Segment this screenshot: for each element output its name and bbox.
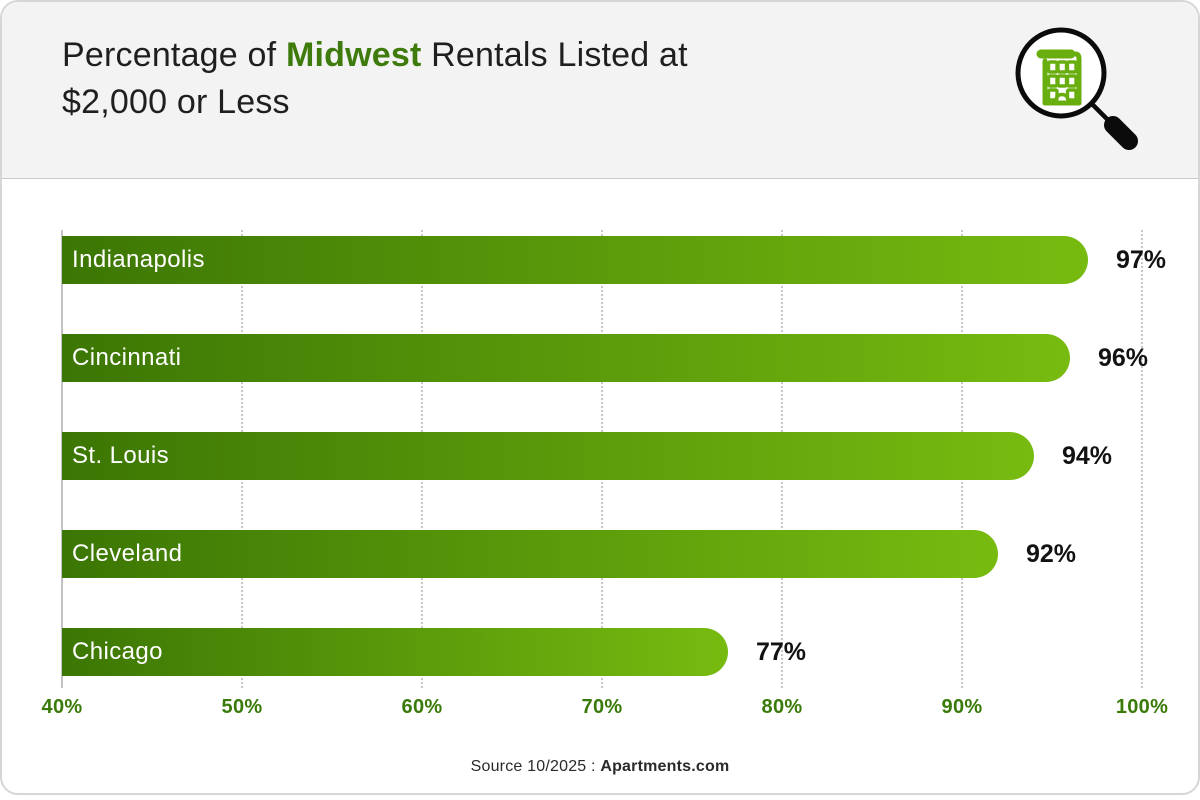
bar-row: St. Louis 94% (62, 432, 1142, 480)
bar-value-label: 94% (1062, 441, 1113, 470)
x-axis-tick: 70% (581, 696, 623, 718)
source-attribution: Source 10/2025 : Apartments.com (2, 758, 1198, 776)
bar-cleveland: Cleveland (62, 530, 998, 578)
title-suffix: Rentals Listed at (421, 36, 688, 74)
x-axis-tick: 50% (221, 696, 263, 718)
title-line2: $2,000 or Less (62, 82, 290, 121)
bar-value-label: 92% (1026, 539, 1077, 568)
x-axis: 40% 50% 60% 70% 80% 90% 100% (42, 696, 1168, 722)
bar-value-label: 96% (1098, 343, 1149, 372)
bar-rows: Indianapolis 97% Cincinnati 96% St. Loui… (62, 236, 1166, 676)
title-highlight: Midwest (285, 36, 422, 74)
x-axis-tick: 100% (1115, 696, 1169, 718)
x-axis-tick: 60% (401, 696, 443, 718)
bar-label: Chicago (72, 638, 163, 665)
x-axis-tick: 80% (761, 696, 803, 718)
source-prefix: Source 10/2025 : (470, 758, 601, 775)
bar-cincinnati: Cincinnati (62, 334, 1070, 382)
bar-indianapolis: Indianapolis (62, 236, 1088, 284)
bar-label: Cleveland (72, 540, 183, 567)
building-icon (1036, 49, 1082, 106)
bar-st-louis: St. Louis (62, 432, 1034, 480)
gridline-100 (1141, 230, 1143, 688)
magnifier-grip (1104, 116, 1138, 150)
bar-label: Cincinnati (72, 344, 182, 371)
x-axis-tick: 90% (941, 696, 983, 718)
bar-label: St. Louis (72, 442, 169, 469)
bar-label: Indianapolis (72, 246, 205, 273)
header: Percentage of Midwest Rentals Listed at … (2, 2, 1198, 179)
bar-chicago: Chicago (62, 628, 728, 676)
bar-chart: Indianapolis 97% Cincinnati 96% St. Loui… (42, 230, 1168, 722)
bar-row: Cleveland 92% (62, 530, 1142, 578)
source-name: Apartments.com (600, 758, 730, 775)
bar-row: Indianapolis 97% (62, 236, 1166, 284)
title-prefix: Percentage of (62, 36, 286, 74)
bar-row: Chicago 77% (62, 628, 1142, 676)
page-title: Percentage of Midwest Rentals Listed at … (62, 32, 1198, 126)
bar-value-label: 77% (756, 637, 807, 666)
bar-value-label: 97% (1116, 245, 1167, 274)
magnifier-handle (1090, 102, 1111, 123)
x-axis-tick: 40% (41, 696, 83, 718)
magnifier-building-icon (1015, 27, 1138, 150)
bar-row: Cincinnati 96% (62, 334, 1148, 382)
